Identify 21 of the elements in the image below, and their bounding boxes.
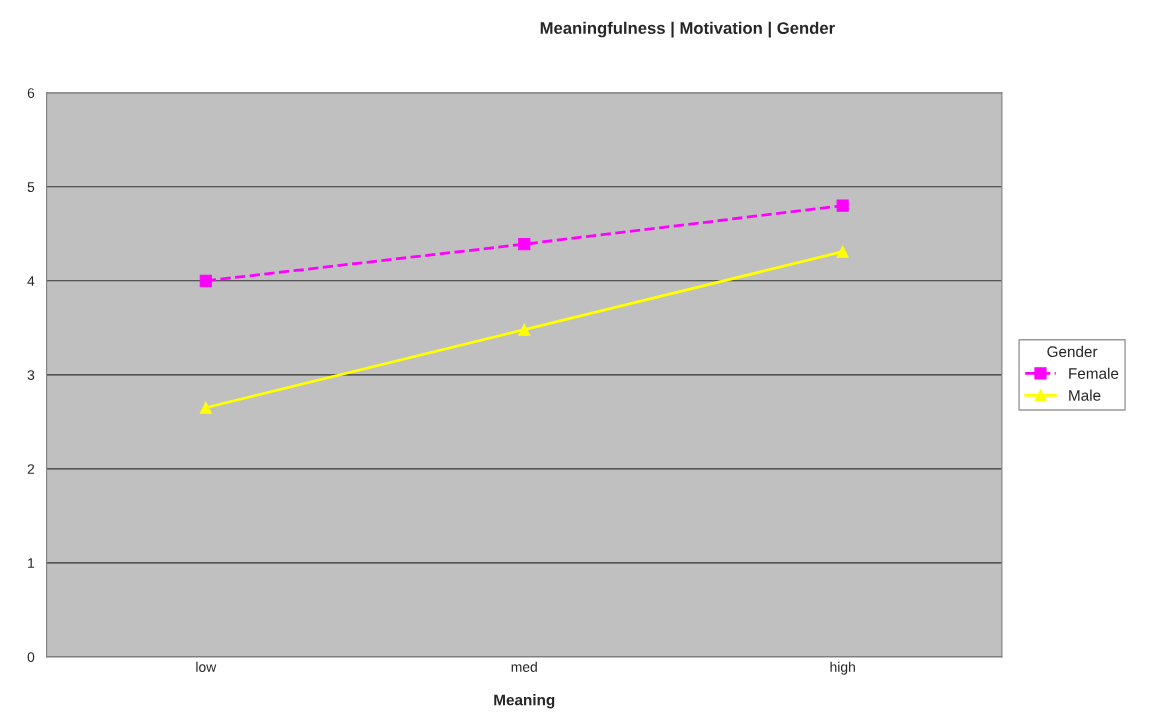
legend-label: Male [1069,389,1101,401]
chart-title: Meaningfulness | Motivation | Gender [540,21,835,38]
y-tick-label: 5 [27,182,35,192]
point [836,199,849,212]
x-tick-label: med [511,661,537,672]
point [199,274,212,287]
x-axis-title: Meaning [494,694,555,709]
point [199,401,212,414]
y-tick-label: 0 [27,652,35,663]
y-tick-label: 4 [27,276,35,286]
y-tick-label: 2 [27,464,35,474]
y-tick-label: 3 [27,370,35,380]
y-tick-label: 1 [28,558,35,568]
point [518,238,531,251]
y-tick-label: 6 [27,88,35,98]
x-tick-label: low [196,661,217,672]
point [518,323,531,336]
x-tick-label: high [830,661,855,675]
point [836,245,849,258]
legend-label: Female [1069,367,1119,379]
legend-title: Gender [1047,345,1098,358]
